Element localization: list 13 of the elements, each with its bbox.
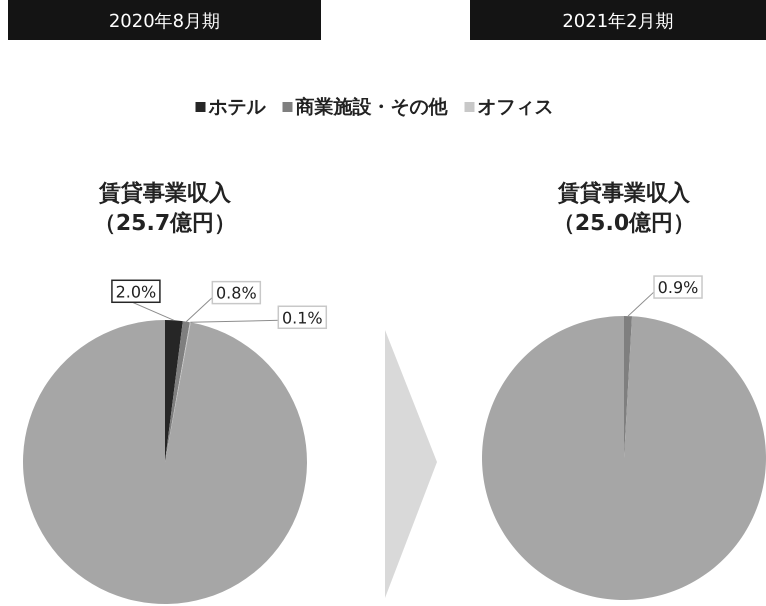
chart-title: 2020年8月期	[108, 11, 220, 32]
data-label: 0.9%	[658, 278, 698, 298]
legend-label: ホテル	[208, 96, 266, 118]
data-label: 0.1%	[282, 308, 323, 328]
pie-slice	[482, 316, 766, 600]
pie-slice	[165, 320, 183, 462]
legend-label: 商業施設・その他	[294, 96, 448, 118]
data-label: 0.8%	[216, 284, 257, 303]
data-label: 2.0%	[116, 282, 156, 302]
legend-label: オフィス	[478, 96, 554, 118]
text: 賃貸事業収入（25.7億円）	[94, 180, 236, 236]
chart-title: 2021年2月期	[562, 11, 674, 32]
chart-subtitle: 賃貸事業収入（25.0億円）	[552, 180, 696, 236]
